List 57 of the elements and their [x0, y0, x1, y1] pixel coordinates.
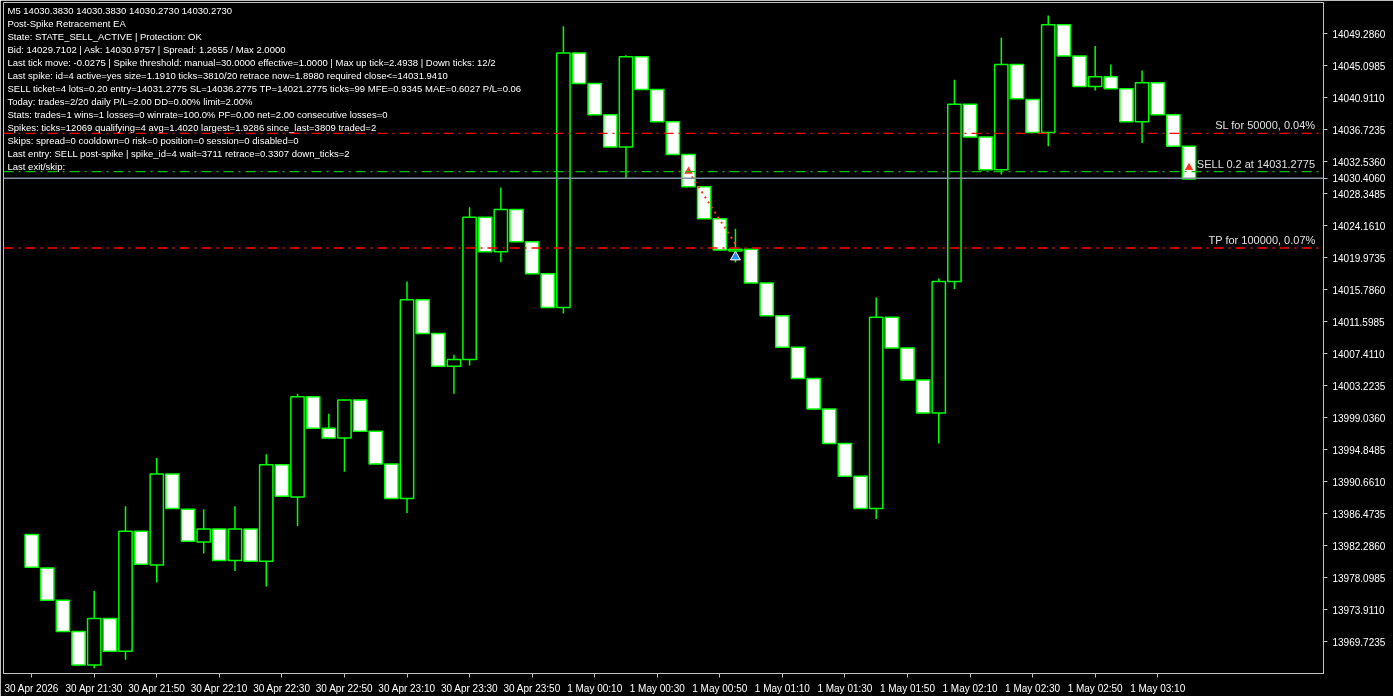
x-tick-label: 30 Apr 21:30 [65, 682, 123, 694]
y-tick-label: 14028.3485 [1332, 188, 1386, 200]
y-tick-label: 14049.2860 [1332, 28, 1386, 40]
y-tick-label: 14024.1610 [1332, 220, 1386, 232]
x-tick-label: 1 May 00:50 [692, 682, 748, 694]
y-tick-label: 13978.0985 [1332, 572, 1386, 584]
y-tick-label: 14011.5985 [1332, 316, 1386, 328]
x-tick-label: 1 May 03:10 [1130, 682, 1186, 694]
x-tick-label: 1 May 00:30 [629, 682, 686, 694]
annotation: Today: trades=2/20 daily P/L=2.00 DD=0.00% limit=2.00% [7, 95, 254, 107]
annotation: Post-Spike Retracement EA [7, 17, 127, 29]
point [729, 250, 741, 261]
y-tick-label: 14040.9110 [1332, 92, 1386, 104]
y-tick-label: 14019.9735 [1332, 252, 1386, 264]
y-tick-label: 14032.5360 [1332, 156, 1386, 168]
x-tick-label: 30 Apr 2026 [4, 682, 59, 694]
y-tick-label: 14045.0985 [1332, 60, 1386, 72]
ref-line-label: SELL 0.2 at 14031.2775 [1196, 157, 1316, 170]
annotation: SELL ticket=4 lots=0.20 entry=14031.2775 SL=14036.2775 TP=14021.2775 ticks=99 MFE=0.9345 MAE=0.6027 P/L=0.06 [7, 82, 522, 94]
x-tick-label: 1 May 01:50 [879, 682, 936, 694]
x-tick-label: 1 May 02:50 [1067, 682, 1124, 694]
annotation: Spikes: ticks=12069 qualifying=4 avg=1.4020 largest=1.9286 since_last=3809 traded=2 [7, 121, 377, 133]
annotation: State: STATE_SELL_ACTIVE | Protection: OK [7, 30, 203, 42]
ref-line-label: TP for 100000, 0.07% [1208, 233, 1316, 246]
annotation: M5 14030.3830 14030.3830 14030.2730 14030.2730 [7, 4, 233, 16]
annotation: Last spike: id=4 active=yes size=1.1910 ticks=3810/20 retrace now=1.8980 required close<=14031.9410 [7, 69, 448, 81]
annotation: Bid: 14029.7102 | Ask: 14030.9757 | Spread: 1.2655 / Max 2.0000 [7, 43, 286, 55]
annotation: Last tick move: -0.0275 | Spike threshold: manual=30.0000 effective=1.0000 | Max up tick=2.4938 | Down ticks: 12/2 [7, 56, 496, 68]
x-tick-label: 1 May 01:30 [817, 682, 873, 694]
x-tick-label: 30 Apr 21:50 [128, 682, 186, 694]
x-tick-label: 1 May 02:30 [1005, 682, 1061, 694]
y-tick-label: 13982.2860 [1332, 540, 1386, 552]
x-tick-label: 30 Apr 23:30 [440, 682, 499, 694]
y-tick-label: 13990.6610 [1332, 476, 1386, 488]
y-tick-label: 14030.4060 [1332, 173, 1386, 185]
annotation: Stats: trades=1 wins=1 losses=0 winrate=100.0% PF=0.00 net=2.00 consecutive losses=0 [7, 108, 388, 120]
y-tick-label: 13986.4735 [1332, 508, 1386, 520]
y-tick-label: 13969.7235 [1332, 636, 1386, 648]
annotation: Skips: spread=0 cooldown=0 risk=0 position=0 session=0 disabled=0 [7, 134, 299, 146]
y-tick-label: 13973.9110 [1332, 604, 1386, 616]
x-tick-label: 30 Apr 22:50 [315, 682, 373, 694]
ref-line-label: SL for 50000, 0.04% [1215, 119, 1316, 132]
x-tick-label: 30 Apr 23:50 [503, 682, 561, 694]
y-tick-label: 14036.7235 [1332, 124, 1386, 136]
y-tick-label: 14015.7860 [1332, 284, 1386, 296]
x-tick-label: 1 May 00:10 [567, 682, 623, 694]
x-tick-label: 30 Apr 23:10 [378, 682, 436, 694]
x-tick-label: 1 May 02:10 [942, 682, 998, 694]
x-tick-label: 1 May 01:10 [754, 682, 811, 694]
y-tick-label: 13999.0360 [1332, 412, 1386, 424]
annotation: Last entry: SELL post-spike | spike_id=4 wait=3711 retrace=0.3307 down_ticks=2 [7, 147, 350, 159]
annotation: Last exit/skip: [7, 160, 66, 172]
x-tick-label: 30 Apr 22:10 [190, 682, 248, 694]
y-tick-label: 14003.2235 [1332, 380, 1386, 392]
y-tick-label: 13994.8485 [1332, 444, 1386, 456]
y-tick-label: 14007.4110 [1332, 348, 1386, 360]
x-tick-label: 30 Apr 22:30 [253, 682, 311, 694]
